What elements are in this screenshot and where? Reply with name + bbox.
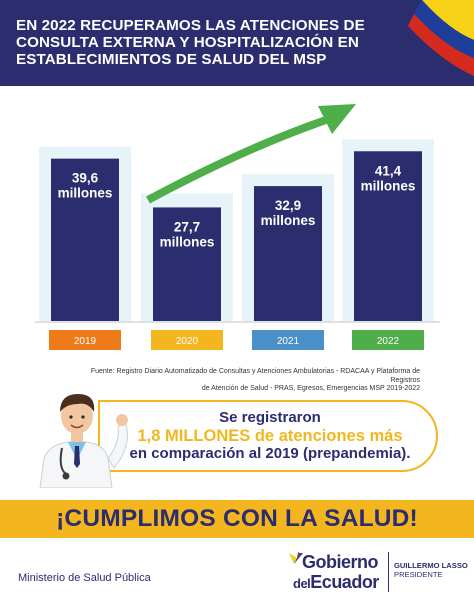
slogan-text: ¡CUMPLIMOS CON LA SALUD! [56,505,418,532]
logo-gobierno: Gobierno [302,552,379,572]
logo-ecuador: Ecuador [310,572,379,592]
ministry-name: Ministerio de Salud Pública [18,572,151,584]
category-label: 2022 [377,336,400,347]
bar-value-label: 32,9 [275,198,301,213]
footer-divider [388,552,389,592]
category-tag [252,330,324,350]
callout-line-2: 1,8 MILLONES de atenciones más [137,427,403,445]
source-line-1: Fuente: Registro Diario Automatizado de … [90,368,420,384]
bar-chart-svg: 39,6millones201927,7millones202032,9mill… [35,104,440,350]
bar-unit-label: millones [160,234,215,249]
slogan-banner [0,500,474,538]
category-tag [151,330,223,350]
title-line-3: ESTABLECIMIENTOS DE SALUD DEL MSP [16,51,327,68]
logo-del: del [293,576,311,591]
trend-arrow-line [146,116,328,204]
doctor-illustration-icon [39,394,128,488]
callout-line-3: en comparación al 2019 (prepandemia). [129,445,411,462]
page-title: EN 2022 RECUPERAMOS LAS ATENCIONES DE CO… [16,17,411,68]
category-tag [49,330,121,350]
category-tag [352,330,424,350]
callout-line-1: Se registraron [219,409,321,426]
trend-arrow-head-icon [318,104,356,134]
bar-value-label: 27,7 [174,219,200,234]
callout-text: Se registraron 1,8 MILLONES de atencione… [100,409,440,463]
bar-2022 [354,151,422,321]
title-line-1: EN 2022 RECUPERAMOS LAS ATENCIONES DE [16,17,365,34]
title-line-2: CONSULTA EXTERNA Y HOSPITALIZACIÓN EN [16,34,359,51]
president-name: GUILLERMO LASSO [394,561,468,570]
bar-unit-label: millones [58,186,113,201]
ecuador-flag-ribbon-icon [408,0,474,76]
bar-2021 [254,186,322,321]
president-block: GUILLERMO LASSO PRESIDENTE [394,561,468,579]
callout-box [98,400,438,472]
bar-chart: 39,6 millones 2019 27,7 millones 2020 32,9 mill… [0,86,474,386]
source-note: Fuente: Registro Diario Automatizado de … [60,368,420,394]
bar-2019 [51,158,119,321]
category-label: 2019 [74,336,97,347]
category-label: 2021 [277,336,300,347]
bar-unit-label: millones [361,178,416,193]
bar-value-label: 39,6 [72,171,99,186]
bar-unit-label: millones [261,213,316,228]
bar-value-label: 41,4 [375,163,402,178]
header-bar: EN 2022 RECUPERAMOS LAS ATENCIONES DE CO… [0,0,474,86]
president-role: PRESIDENTE [394,570,443,579]
logo-del-ecuador: delEcuador [293,572,379,593]
source-line-2: de Atención de Salud - PRAS, Egresos, Em… [201,385,420,392]
bar-2020 [153,207,221,321]
category-label: 2020 [176,336,199,347]
gobierno-logo-mark-icon [289,552,303,564]
